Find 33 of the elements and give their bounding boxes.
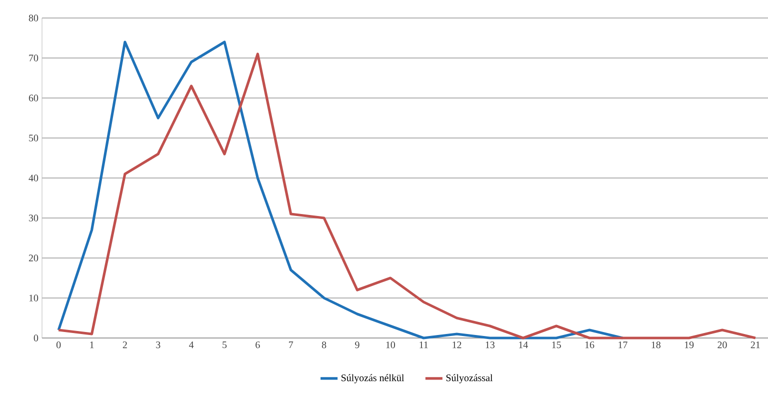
x-tick-label: 15 bbox=[552, 342, 561, 348]
y-tick-label: 70 bbox=[29, 54, 38, 62]
x-tick-label: 19 bbox=[684, 342, 694, 348]
x-tick-label: 16 bbox=[585, 342, 594, 348]
y-tick-label: 60 bbox=[28, 94, 38, 102]
x-tick-label: 11 bbox=[420, 342, 428, 348]
x-tick-label: 4 bbox=[189, 342, 194, 348]
x-tick-label: 8 bbox=[322, 342, 326, 348]
x-tick-label: 9 bbox=[355, 342, 360, 348]
x-tick-label: 12 bbox=[452, 342, 462, 348]
y-tick-label: 10 bbox=[29, 294, 38, 302]
x-tick-label: 7 bbox=[289, 342, 294, 348]
y-tick-label: 30 bbox=[29, 214, 38, 222]
legend-label: Súlyozással bbox=[446, 374, 493, 384]
x-tick-label: 10 bbox=[386, 342, 396, 348]
x-tick-label: 1 bbox=[90, 342, 94, 348]
x-tick-label: 17 bbox=[618, 342, 628, 348]
x-tick-label: 3 bbox=[156, 342, 160, 348]
x-tick-label: 5 bbox=[222, 342, 227, 348]
legend-label: Súlyozás nélkül bbox=[342, 374, 404, 384]
x-tick-label: 20 bbox=[718, 342, 727, 348]
x-tick-label: 21 bbox=[750, 342, 760, 348]
x-tick-label: 14 bbox=[519, 342, 528, 348]
y-tick-label: 20 bbox=[28, 254, 38, 262]
x-tick-label: 13 bbox=[486, 342, 495, 348]
x-tick-label: 18 bbox=[652, 342, 660, 348]
x-tick-label: 6 bbox=[256, 342, 260, 348]
y-tick-label: 50 bbox=[29, 134, 38, 142]
x-tick-label: 2 bbox=[122, 342, 127, 348]
x-tick-label: 0 bbox=[56, 342, 61, 348]
y-tick-label: 80 bbox=[28, 14, 38, 22]
y-tick-label: 0 bbox=[34, 334, 38, 342]
y-tick-label: 40 bbox=[28, 174, 38, 182]
